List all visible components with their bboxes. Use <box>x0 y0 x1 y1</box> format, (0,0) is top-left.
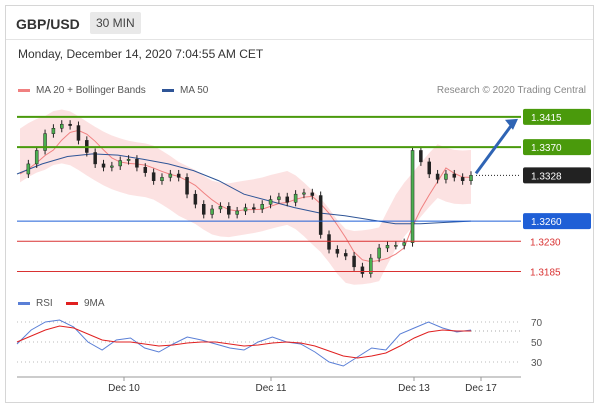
level-badge-1.3260 <box>523 213 591 230</box>
candle-body <box>243 207 248 212</box>
candle-body <box>410 150 415 243</box>
target-arrow-shaft <box>474 120 516 175</box>
rsi-tick-50: 50 <box>531 338 543 349</box>
candle-body <box>385 245 390 249</box>
level-label-1.3230: 1.3230 <box>530 237 561 248</box>
candle-body <box>419 150 423 163</box>
level-label-1.3260: 1.3260 <box>531 217 562 228</box>
candle-body <box>268 199 273 205</box>
rsi-line-9ma <box>16 325 471 359</box>
candle-body <box>293 193 298 203</box>
candle-body <box>218 206 223 210</box>
candle-body <box>310 192 315 196</box>
legend-label-ma50: MA 50 <box>180 85 209 96</box>
candle-body <box>302 192 306 195</box>
rsi-tick-30: 30 <box>531 358 543 369</box>
level-label-1.3370: 1.3370 <box>531 143 562 154</box>
candle-body <box>193 193 198 205</box>
candle-body <box>51 128 56 134</box>
level-label-1.3328: 1.3328 <box>531 171 562 182</box>
candle-body <box>26 163 31 175</box>
candle-body <box>210 208 214 215</box>
candle-body <box>126 158 131 161</box>
candle-body <box>151 172 156 181</box>
chart-card: GBP/USD 30 MIN Monday, December 14, 2020… <box>5 5 594 403</box>
candle-body <box>369 257 373 274</box>
credit-text: Research © 2020 Trading Central <box>436 85 586 96</box>
candle-body <box>227 206 231 215</box>
candle-body <box>318 195 323 235</box>
x-tick-label: Dec 17 <box>465 383 497 394</box>
candle-body <box>135 158 139 168</box>
legend-label-ma20: MA 20 + Bollinger Bands <box>36 85 146 96</box>
candle-body <box>176 173 181 178</box>
legend-item-9ma: 9MA <box>66 298 105 309</box>
bollinger-band <box>20 109 471 285</box>
candle-body <box>327 234 331 250</box>
candle-body <box>168 173 173 178</box>
legend-swatch-ma50 <box>162 88 174 92</box>
legend-item-rsi: RSI <box>18 298 53 309</box>
level-label-1.3185: 1.3185 <box>530 268 561 279</box>
candle-body <box>394 245 398 247</box>
candle-body <box>201 204 206 215</box>
candle-body <box>402 242 406 246</box>
candle-body <box>34 150 39 165</box>
chart-header: GBP/USD 30 MIN <box>6 6 593 40</box>
rsi-line-rsi <box>16 319 472 367</box>
candle-body <box>260 204 264 210</box>
candle-body <box>185 177 189 195</box>
legend-label-9ma: 9MA <box>84 298 105 309</box>
candle-body <box>60 123 64 129</box>
candle-body <box>444 173 448 180</box>
candle-body <box>143 167 148 173</box>
timestamp: Monday, December 14, 2020 7:04:55 AM CET <box>18 47 264 61</box>
candle-body <box>285 196 290 203</box>
candle-body <box>93 152 97 165</box>
level-label-1.3415: 1.3415 <box>531 113 562 124</box>
candle-body <box>469 175 473 181</box>
candle-body <box>460 177 465 181</box>
candle-body <box>335 249 340 254</box>
x-tick-label: Dec 10 <box>108 383 140 394</box>
candle-body <box>352 255 356 268</box>
legend-swatch-ma20 <box>18 88 30 92</box>
legend-swatch-9ma <box>66 301 78 305</box>
pair-title: GBP/USD <box>16 16 80 32</box>
x-tick-label: Dec 11 <box>256 383 287 394</box>
x-tick-label: Dec 13 <box>398 383 430 394</box>
candle-body <box>68 123 72 126</box>
level-badge-1.3370 <box>523 139 591 156</box>
timeframe-badge[interactable]: 30 MIN <box>90 12 141 34</box>
candle-body <box>252 207 256 210</box>
candle-body <box>377 247 381 259</box>
candle-body <box>76 125 81 141</box>
candle-body <box>43 133 47 151</box>
candle-body <box>435 173 440 180</box>
candle-body <box>110 165 114 168</box>
level-badge-1.3415 <box>523 108 591 125</box>
level-badge-1.3328 <box>523 167 591 184</box>
candle-body <box>118 160 122 167</box>
ma50-line <box>16 153 472 225</box>
candle-body <box>277 196 281 200</box>
target-arrow-head <box>505 118 518 130</box>
candle-body <box>427 161 431 175</box>
legend-item-ma50: MA 50 <box>162 85 208 96</box>
legend-label-rsi: RSI <box>36 298 53 309</box>
legend-swatch-rsi <box>18 301 30 305</box>
price-series <box>26 120 473 278</box>
candle-body <box>343 253 348 257</box>
candle-body <box>160 177 164 181</box>
candle-body <box>101 163 106 168</box>
candle-body <box>452 173 457 178</box>
candle-body <box>235 210 239 215</box>
legend-item-ma20: MA 20 + Bollinger Bands <box>18 85 146 96</box>
rsi-tick-70: 70 <box>531 318 543 329</box>
candle-body <box>360 266 365 274</box>
